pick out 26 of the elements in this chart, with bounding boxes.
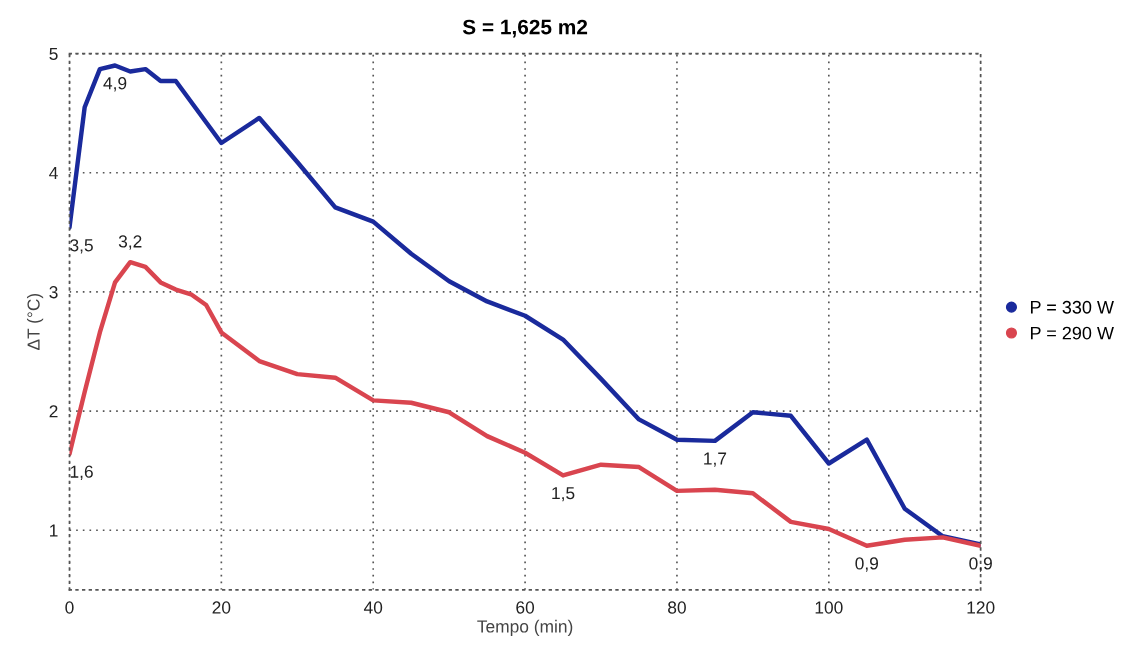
chart-title: S = 1,625 m2 [462,19,588,38]
x-tick-label: 120 [967,601,995,614]
y-tick-label: 3 [49,286,58,299]
legend-label: P = 330 W [1030,300,1114,314]
x-tick-label: 20 [212,601,231,614]
data-label: 3,5 [70,239,93,254]
x-tick-label: 60 [516,601,535,614]
y-tick-label: 5 [49,47,58,61]
data-label: 4,9 [103,77,127,92]
x-tick-label: 0 [65,601,74,614]
data-label: 3,2 [118,235,142,250]
data-label: 1,6 [70,465,93,480]
y-axis-title: ΔT (°C) [26,293,44,351]
x-tick-label: 80 [668,601,686,614]
data-label: 0,9 [969,557,992,572]
y-tick-label: 4 [49,167,58,180]
data-label: 1,7 [704,452,727,467]
x-tick-label: 40 [363,601,383,614]
y-tick-label: 1 [50,524,58,537]
data-label: 1,5 [552,487,575,502]
x-axis-title: Tempo (min) [477,619,573,637]
x-tick-label: 100 [815,601,843,614]
line-series [69,259,981,548]
y-tick-label: 2 [49,405,58,418]
legend-label: P = 290 W [1030,326,1114,340]
data-label: 0,9 [855,557,879,572]
